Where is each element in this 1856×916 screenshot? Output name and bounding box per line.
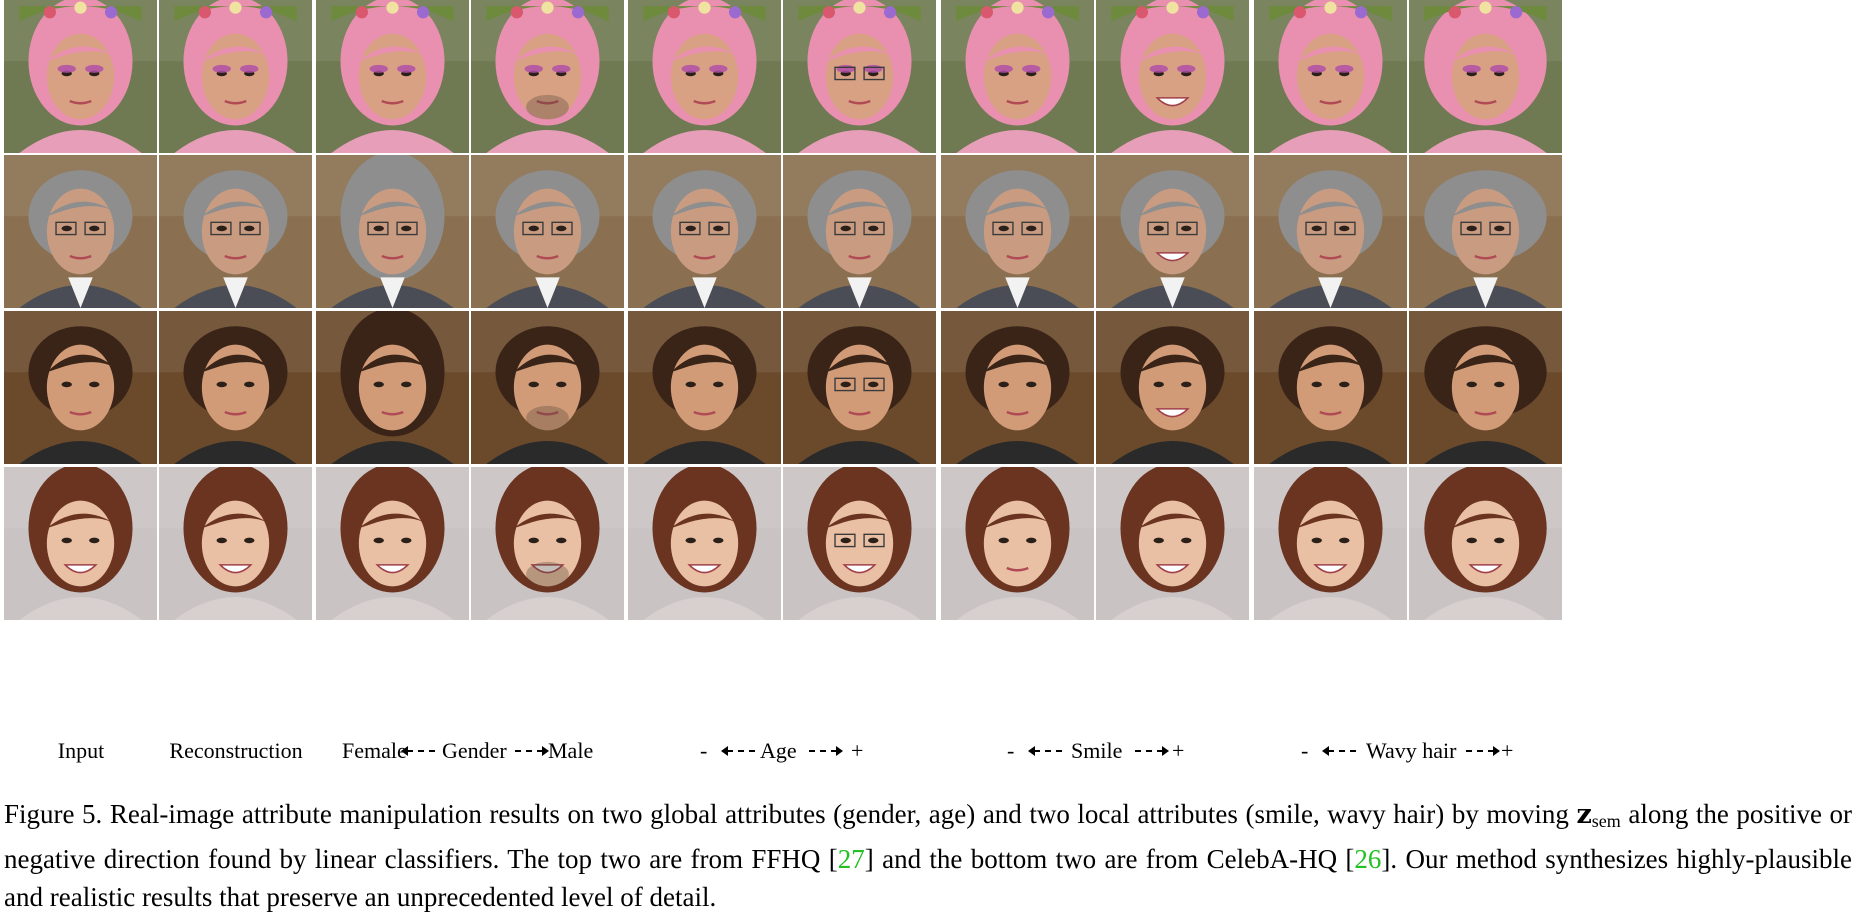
face-image-ffhq-2-gender-pos [471, 155, 624, 308]
face-image-celeba-2-smile-neg [941, 467, 1094, 620]
label-age-left: - [700, 738, 708, 763]
face-image-ffhq-1-input [4, 0, 157, 153]
face-image-ffhq-1-wavy-pos [1409, 0, 1562, 153]
label-wavy-right: + [1501, 738, 1514, 763]
label-wavy: Wavy hair [1366, 738, 1457, 763]
arrow-right-icon [515, 746, 549, 756]
face-image-celeba-1-input [4, 311, 157, 464]
face-image-celeba-1-smile-pos [1096, 311, 1249, 464]
face-image-ffhq-1-smile-neg [941, 0, 1094, 153]
caption-middle: along the positive or negative direction… [4, 799, 1852, 874]
face-image-celeba-2-wavy-pos [1409, 467, 1562, 620]
label-smile-left: - [1007, 738, 1015, 763]
label-smile-right: + [1172, 738, 1185, 763]
face-image-celeba-2-age-neg [628, 467, 781, 620]
face-image-ffhq-2-smile-pos [1096, 155, 1249, 308]
face-image-celeba-1-reconstruction [159, 311, 312, 464]
face-image-celeba-2-wavy-neg [1254, 467, 1407, 620]
face-image-celeba-2-gender-neg [316, 467, 469, 620]
face-image-ffhq-1-gender-neg [316, 0, 469, 153]
face-image-celeba-2-reconstruction [159, 467, 312, 620]
caption-prefix: Figure 5. Real-image attribute manipulat… [4, 799, 1577, 829]
label-age-right: + [851, 738, 864, 763]
face-image-ffhq-1-gender-pos [471, 0, 624, 153]
face-image-celeba-1-wavy-pos [1409, 311, 1562, 464]
face-image-ffhq-2-reconstruction [159, 155, 312, 308]
face-image-ffhq-2-age-pos [783, 155, 936, 308]
face-image-ffhq-2-gender-neg [316, 155, 469, 308]
face-image-celeba-2-gender-pos [471, 467, 624, 620]
citation-link[interactable]: 26 [1354, 844, 1382, 874]
face-image-ffhq-1-wavy-neg [1254, 0, 1407, 153]
arrow-right-icon [809, 746, 843, 756]
face-image-ffhq-2-smile-neg [941, 155, 1094, 308]
arrow-right-icon [1466, 746, 1500, 756]
label-reconstruction: Reconstruction [169, 738, 303, 763]
face-image-celeba-2-input [4, 467, 157, 620]
caption-symbol: z [1576, 799, 1592, 830]
citation-link[interactable]: 27 [837, 844, 865, 874]
arrow-right-icon [1135, 746, 1169, 756]
face-image-celeba-1-age-pos [783, 311, 936, 464]
face-image-ffhq-2-wavy-neg [1254, 155, 1407, 308]
face-image-celeba-1-gender-pos [471, 311, 624, 464]
arrow-left-icon [721, 746, 755, 756]
face-image-ffhq-2-age-neg [628, 155, 781, 308]
caption-suffix: ]. Our method synthesizes highly-plausib… [4, 844, 1852, 912]
face-image-celeba-1-smile-neg [941, 311, 1094, 464]
face-image-ffhq-1-reconstruction [159, 0, 312, 153]
face-image-celeba-2-smile-pos [1096, 467, 1249, 620]
face-image-celeba-1-wavy-neg [1254, 311, 1407, 464]
face-image-celeba-1-age-neg [628, 311, 781, 464]
caption-part3: ] and the bottom two are from CelebA-HQ … [864, 844, 1355, 874]
label-age: Age [760, 738, 797, 763]
face-image-celeba-1-gender-neg [316, 311, 469, 464]
label-gender-right: Male [548, 738, 594, 763]
column-labels: Input Reconstruction Female Gender Male … [4, 736, 1852, 766]
face-image-ffhq-1-age-pos [783, 0, 936, 153]
label-wavy-left: - [1301, 738, 1309, 763]
face-image-ffhq-2-input [4, 155, 157, 308]
label-smile: Smile [1071, 738, 1123, 763]
figure: Input Reconstruction Female Gender Male … [4, 0, 1852, 763]
label-gender-left: Female [342, 738, 407, 763]
caption-subscript: sem [1591, 811, 1621, 831]
photo-grid [4, 0, 1852, 736]
face-image-ffhq-1-smile-pos [1096, 0, 1249, 153]
arrow-left-icon [401, 746, 435, 756]
face-image-ffhq-1-age-neg [628, 0, 781, 153]
arrow-left-icon [1322, 746, 1356, 756]
label-gender: Gender [442, 738, 507, 763]
face-image-celeba-2-age-pos [783, 467, 936, 620]
arrow-left-icon [1028, 746, 1062, 756]
face-image-ffhq-2-wavy-pos [1409, 155, 1562, 308]
label-input: Input [57, 738, 105, 763]
figure-caption: Figure 5. Real-image attribute manipulat… [4, 795, 1852, 916]
